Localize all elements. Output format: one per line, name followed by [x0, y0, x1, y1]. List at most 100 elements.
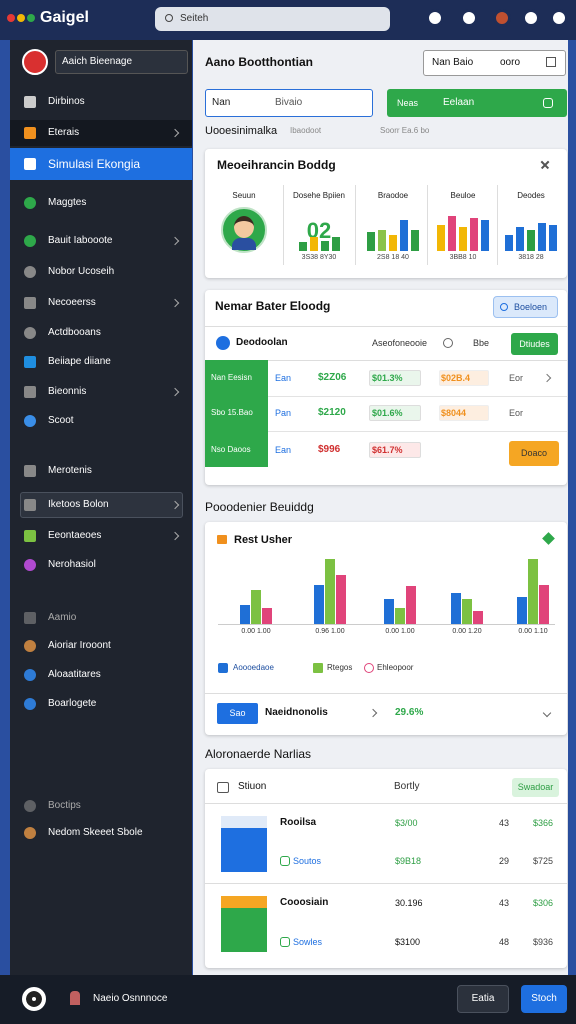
pill	[439, 370, 489, 386]
nav-item[interactable]: Iketoos Bolon	[48, 499, 109, 510]
legend-label: Aoooedaoe	[233, 663, 274, 672]
brand-name: Aaich Bieenage	[62, 56, 133, 67]
nav-icon	[24, 356, 36, 368]
row-button[interactable]	[509, 441, 559, 466]
card	[205, 522, 567, 735]
card-button[interactable]	[493, 296, 558, 318]
product-total: $306	[533, 898, 554, 908]
nav-item[interactable]: Nobor Ucoseih	[48, 266, 115, 277]
mini-bar	[516, 226, 524, 251]
nav-item[interactable]: Aamio	[48, 612, 77, 623]
legend-label: Rtegos	[327, 663, 353, 672]
nav-item[interactable]: Nedom Skeeet Sbole	[48, 827, 143, 838]
table-button[interactable]	[511, 333, 558, 355]
table-button-label[interactable]: Dtiudes	[519, 339, 550, 349]
column-label: Beuloe	[450, 191, 476, 200]
chart-footer-value: 29.6%	[395, 707, 424, 718]
bar	[462, 599, 472, 624]
nav-item[interactable]: Actdbooans	[48, 327, 101, 338]
nav-item[interactable]: Aloaatitares	[48, 669, 101, 680]
mini-bar	[389, 235, 397, 251]
nav-item[interactable]: Beiiape diiane	[48, 356, 111, 367]
nav-active	[10, 148, 192, 180]
legend-swatch	[218, 663, 228, 673]
secondary-button-label[interactable]: Eatia	[471, 993, 495, 1004]
product-name: Cooosiain	[280, 897, 329, 908]
bar	[473, 611, 483, 624]
nav-item[interactable]: Dirbinos	[48, 96, 85, 107]
primary-button-label[interactable]: Stoch	[531, 993, 557, 1004]
primary-button[interactable]	[521, 985, 567, 1013]
chart-badge[interactable]	[217, 703, 258, 724]
table-header: Aseofoneooie	[372, 338, 428, 348]
filter-button-label: Neas	[397, 98, 419, 108]
chart-badge-label[interactable]: Sao	[229, 708, 246, 718]
mini-bar	[411, 230, 419, 251]
nav-item[interactable]: Merotenis	[48, 465, 92, 476]
table-header: Bbe	[473, 338, 490, 348]
row-button-label[interactable]: Doaco	[520, 448, 547, 458]
nav-item[interactable]: Eterais	[48, 127, 80, 138]
row-radio	[280, 937, 290, 947]
section-title: Aloronaerde Narlias	[205, 747, 312, 761]
bar	[451, 592, 461, 624]
nav-item[interactable]: Scoot	[48, 415, 74, 426]
nav-icon	[24, 530, 36, 542]
nav-item[interactable]: Bauit Iabooote	[48, 235, 113, 246]
search-icon	[165, 14, 173, 22]
filter-input[interactable]	[205, 89, 373, 117]
nav-item[interactable]: Boarlogete	[48, 698, 97, 709]
top-icon[interactable]	[550, 9, 568, 27]
divider	[283, 185, 284, 265]
header-box[interactable]	[423, 50, 566, 76]
products-pill-label[interactable]: Swadoar	[517, 782, 554, 792]
nav-icon	[24, 800, 36, 812]
nav-item[interactable]: Bieonnis	[48, 386, 87, 397]
brand-box[interactable]	[55, 50, 188, 74]
filter-button[interactable]	[387, 89, 567, 117]
mini-bar	[331, 236, 340, 251]
product-qty: 43	[499, 898, 510, 908]
top-icon[interactable]	[522, 9, 540, 27]
nav-item[interactable]: Maggtes	[48, 197, 87, 208]
window-dot	[7, 14, 15, 22]
nav-icon	[24, 327, 36, 339]
nav-item[interactable]: Aioriar Irooont	[48, 640, 111, 651]
search-box[interactable]	[155, 7, 390, 31]
top-icon[interactable]	[460, 9, 478, 27]
nav-item[interactable]: Boctips	[48, 800, 81, 811]
bar	[395, 607, 405, 624]
app-title: Gaigel	[40, 9, 89, 26]
row-label-cell	[205, 360, 268, 467]
nav-item[interactable]: Simulasi Ekongia	[48, 157, 141, 171]
meta-text: Uooesinimalka	[205, 125, 278, 137]
row-label: Nso Daoos	[211, 445, 251, 454]
x-tick-label: 0.00 1.00	[385, 628, 415, 635]
divider	[427, 185, 428, 265]
mini-bar	[400, 219, 408, 251]
column-label: Braodoe	[377, 191, 409, 200]
column-footer: 3BB8 10	[449, 254, 477, 261]
nav-item[interactable]: Eeontaeoes	[48, 530, 102, 541]
mini-bar	[527, 230, 535, 251]
mini-bar	[437, 224, 445, 251]
nav-item[interactable]: Necoeerss	[48, 297, 96, 308]
x-tick-label: 0.96 1.00	[315, 628, 345, 635]
divider	[205, 326, 567, 327]
nav-icon	[24, 158, 36, 170]
nav-item[interactable]: Nerohasiol	[48, 559, 96, 570]
divider	[205, 693, 567, 694]
top-icon[interactable]	[426, 9, 444, 27]
top-icon[interactable]	[493, 9, 511, 27]
secondary-button[interactable]	[457, 985, 509, 1013]
product-name: Rooilsa	[280, 817, 317, 828]
products-pill[interactable]	[512, 778, 559, 797]
nav-icon	[24, 96, 36, 108]
column-footer: 3S38 8Y30	[301, 254, 337, 261]
nav-icon	[24, 698, 36, 710]
column-label: Seuun	[232, 191, 256, 200]
bar	[528, 559, 538, 624]
nav-icon	[24, 499, 36, 511]
product-qty: 29	[499, 856, 510, 866]
product-qty: 43	[499, 818, 510, 828]
